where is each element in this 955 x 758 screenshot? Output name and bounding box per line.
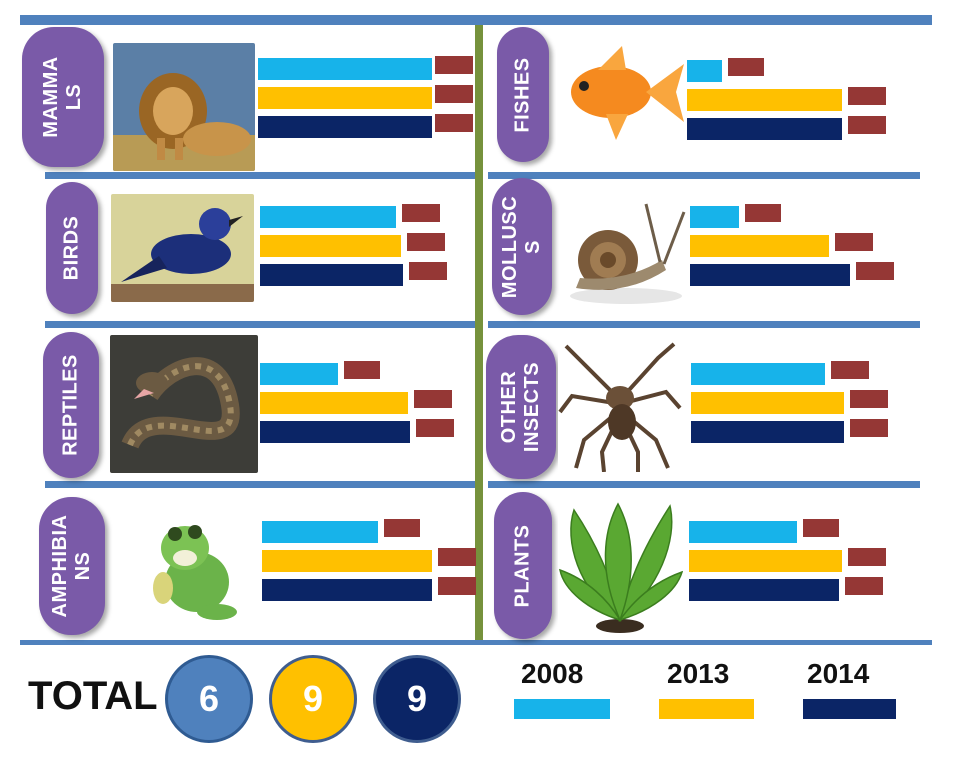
bar-birds-2008 xyxy=(260,206,397,228)
category-badge-birds: BIRDS xyxy=(46,182,98,314)
total-2008-circle: 6 xyxy=(165,655,253,743)
bar-amphibians-2014 xyxy=(262,579,432,601)
bird-icon xyxy=(111,194,254,302)
bar-marker-amphibians-2008 xyxy=(383,519,420,537)
category-label: OTHER INSECTS xyxy=(498,361,543,453)
spider-icon xyxy=(558,340,683,472)
bar-otherinsects-2008 xyxy=(691,363,825,385)
bar-marker-plants-2014 xyxy=(845,577,884,595)
bar-reptiles-2008 xyxy=(260,363,338,385)
category-label: AMPHIBIA NS xyxy=(49,514,94,618)
category-badge-mammals: MAMMA LS xyxy=(22,27,104,167)
center-divider xyxy=(475,25,483,640)
category-badge-fishes: FISHES xyxy=(497,27,549,162)
bar-marker-fishes-2013 xyxy=(848,87,887,105)
category-label: MOLLUSC S xyxy=(499,195,544,298)
bar-marker-fishes-2014 xyxy=(848,116,887,134)
legend-swatch-2014 xyxy=(803,699,896,719)
bar-otherinsects-2014 xyxy=(691,421,844,443)
category-label: BIRDS xyxy=(60,215,83,281)
goldfish-icon xyxy=(556,40,686,148)
legend-label-2014: 2014 xyxy=(807,658,870,689)
bar-marker-molluscs-2014 xyxy=(855,262,894,280)
bar-marker-molluscs-2008 xyxy=(745,204,782,222)
category-label: PLANTS xyxy=(511,524,534,607)
bar-mammals-2008 xyxy=(258,58,433,80)
divider-right-1 xyxy=(488,172,920,179)
bar-marker-mammals-2008 xyxy=(435,56,474,74)
bar-marker-mammals-2013 xyxy=(435,85,474,103)
divider-left-2 xyxy=(45,321,477,328)
bar-molluscs-2013 xyxy=(690,235,829,257)
bar-plants-2008 xyxy=(689,521,798,543)
category-badge-molluscs: MOLLUSC S xyxy=(492,178,552,315)
bar-plants-2013 xyxy=(689,550,842,572)
bar-otherinsects-2013 xyxy=(691,392,844,414)
snail-icon xyxy=(566,200,686,310)
snake-icon xyxy=(110,335,258,473)
bar-marker-mammals-2014 xyxy=(435,114,474,132)
category-badge-amphibians: AMPHIBIA NS xyxy=(39,497,105,635)
bar-plants-2014 xyxy=(689,579,840,601)
divider-right-3 xyxy=(488,481,920,488)
bar-marker-fishes-2008 xyxy=(728,58,765,76)
category-label: MAMMA LS xyxy=(40,56,85,138)
lion-icon xyxy=(113,43,255,171)
bar-marker-birds-2008 xyxy=(402,204,441,222)
bar-birds-2014 xyxy=(260,264,404,286)
bar-marker-amphibians-2014 xyxy=(437,577,476,595)
legend-swatch-2008 xyxy=(514,699,610,719)
total-label: TOTAL xyxy=(28,674,158,718)
frog-icon xyxy=(135,508,245,626)
bar-molluscs-2014 xyxy=(690,264,850,286)
bar-molluscs-2008 xyxy=(690,206,740,228)
bar-marker-reptiles-2013 xyxy=(414,390,453,408)
divider-right-2 xyxy=(488,321,920,328)
bottom-divider xyxy=(20,640,932,645)
legend-label-2013: 2013 xyxy=(667,658,730,689)
bar-marker-reptiles-2008 xyxy=(343,361,380,379)
bar-marker-birds-2014 xyxy=(409,262,448,280)
bar-marker-otherinsects-2014 xyxy=(849,419,888,437)
bar-amphibians-2013 xyxy=(262,550,432,572)
total-2013-circle: 9 xyxy=(269,655,357,743)
divider-left-3 xyxy=(45,481,477,488)
top-divider xyxy=(20,15,932,25)
bar-marker-otherinsects-2013 xyxy=(849,390,888,408)
legend-label-2008: 2008 xyxy=(521,658,584,689)
category-badge-reptiles: REPTILES xyxy=(43,332,99,478)
bar-fishes-2013 xyxy=(687,89,843,111)
legend-swatch-2013 xyxy=(659,699,754,719)
divider-left-1 xyxy=(45,172,477,179)
category-label: FISHES xyxy=(511,56,534,133)
bar-fishes-2008 xyxy=(687,60,723,82)
bar-marker-molluscs-2013 xyxy=(834,233,873,251)
bar-marker-plants-2008 xyxy=(803,519,840,537)
bar-mammals-2014 xyxy=(258,116,433,138)
bar-reptiles-2014 xyxy=(260,421,411,443)
category-badge-otherinsects: OTHER INSECTS xyxy=(486,335,556,479)
bar-amphibians-2008 xyxy=(262,521,378,543)
total-2014-circle: 9 xyxy=(373,655,461,743)
bar-marker-otherinsects-2008 xyxy=(830,361,869,379)
category-label: REPTILES xyxy=(59,354,82,456)
bar-mammals-2013 xyxy=(258,87,433,109)
bar-birds-2013 xyxy=(260,235,401,257)
plant-icon xyxy=(558,500,683,635)
bar-reptiles-2013 xyxy=(260,392,409,414)
bar-marker-plants-2013 xyxy=(847,548,886,566)
bar-marker-amphibians-2013 xyxy=(437,548,476,566)
bar-marker-birds-2013 xyxy=(407,233,445,251)
category-badge-plants: PLANTS xyxy=(494,492,552,639)
bar-fishes-2014 xyxy=(687,118,843,140)
bar-marker-reptiles-2014 xyxy=(416,419,455,437)
